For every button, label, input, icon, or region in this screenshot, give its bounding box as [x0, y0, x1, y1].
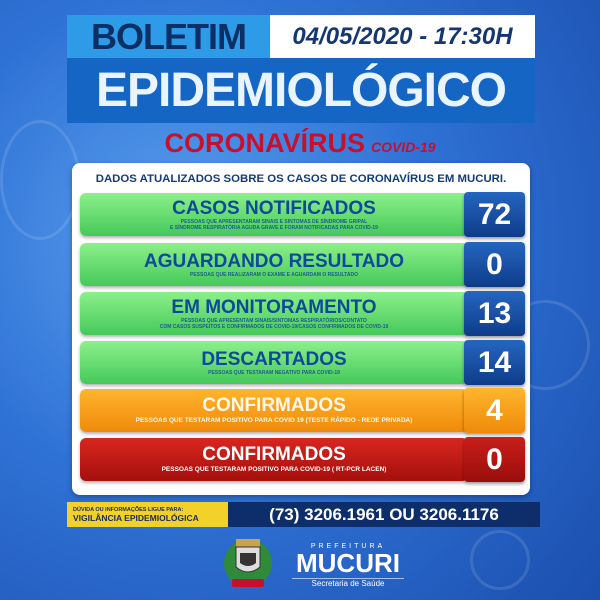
- stat-bar: CASOS NOTIFICADOS PESSOAS QUE APRESENTARA…: [80, 193, 468, 236]
- bulletin-date: 04/05/2020 - 17:30H: [270, 15, 535, 58]
- stat-desc: PESSOAS QUE REALIZARAM O EXAME E AGUARDA…: [190, 271, 358, 278]
- stat-title: DESCARTADOS: [201, 348, 347, 370]
- stat-row-confirmados-lacen: CONFIRMADOS PESSOAS QUE TESTARAM POSITIVO…: [80, 437, 525, 482]
- stat-row-aguardando: AGUARDANDO RESULTADO PESSOAS QUE REALIZAR…: [80, 242, 525, 287]
- stat-title: CONFIRMADOS: [202, 444, 346, 465]
- stat-desc: E SÍNDROME RESPIRATÓRIA AGUDA GRAVE E FO…: [170, 224, 378, 231]
- subtitle: CORONAVÍRUS COVID-19: [0, 128, 600, 159]
- stat-desc: COM CASOS SUSPEITOS E CONFIRMADOS DE COV…: [159, 323, 389, 330]
- stat-row-confirmados-rapido: CONFIRMADOS PESSOAS QUE TESTARAM POSITIVO…: [80, 388, 525, 433]
- stat-value: 14: [464, 340, 525, 385]
- stat-row-notificados: CASOS NOTIFICADOS PESSOAS QUE APRESENTARA…: [80, 192, 525, 237]
- stat-title: CONFIRMADOS: [202, 395, 346, 416]
- stat-bar: AGUARDANDO RESULTADO PESSOAS QUE REALIZAR…: [80, 243, 468, 286]
- prefeitura-label: PREFEITURA: [310, 543, 386, 550]
- boletim-title: BOLETIM: [67, 15, 270, 58]
- stat-desc: PESSOAS QUE TESTARAM NEGATIVO PARA COVID…: [208, 369, 340, 376]
- stat-value: 72: [464, 192, 525, 237]
- phone-numbers: (73) 3206.1961 OU 3206.1176: [228, 502, 540, 527]
- mucuri-coat-of-arms-logo: [224, 539, 272, 587]
- contact-department: VIGILÂNCIA EPIDEMIOLÓGICA: [73, 512, 199, 523]
- stat-value: 4: [464, 388, 525, 433]
- epidemiologico-title: EPIDEMIOLÓGICO: [67, 58, 535, 123]
- stat-bar: DESCARTADOS PESSOAS QUE TESTARAM NEGATIVO…: [80, 341, 468, 384]
- covid-label: COVID-19: [370, 139, 436, 155]
- panel-title: DADOS ATUALIZADOS SOBRE OS CASOS DE CORO…: [95, 173, 507, 185]
- secretaria-label: Secretaria de Saúde: [292, 578, 404, 588]
- stat-title: AGUARDANDO RESULTADO: [143, 250, 404, 272]
- stat-title: CASOS NOTIFICADOS: [172, 197, 376, 219]
- stat-desc: PESSOAS QUE TESTARAM POSITIVO PARA COVID…: [161, 466, 387, 473]
- stat-bar: CONFIRMADOS PESSOAS QUE TESTARAM POSITIVO…: [80, 389, 468, 432]
- stat-row-monitoramento: EM MONITORAMENTO PESSOAS QUE APRESENTAM S…: [80, 291, 525, 336]
- contact-prompt: DÚVIDA OU INFORMAÇÕES LIGUE PARA:: [73, 506, 184, 513]
- stat-row-descartados: DESCARTADOS PESSOAS QUE TESTARAM NEGATIVO…: [80, 340, 525, 385]
- stat-value: 0: [464, 437, 525, 482]
- virus-decoration: [470, 530, 530, 590]
- stat-title: EM MONITORAMENTO: [171, 296, 377, 318]
- contact-info-box: DÚVIDA OU INFORMAÇÕES LIGUE PARA: VIGILÂ…: [67, 502, 228, 527]
- city-name: MUCURI: [296, 548, 400, 578]
- stat-value: 0: [464, 242, 525, 287]
- stat-desc: PESSOAS QUE APRESENTARAM SINAIS E SINTOM…: [180, 218, 368, 225]
- coronavirus-label: CORONAVÍRUS: [164, 128, 365, 158]
- stat-desc: PESSOAS QUE TESTARAM POSITIVO PARA COVID…: [135, 417, 413, 424]
- data-panel: DADOS ATUALIZADOS SOBRE OS CASOS DE CORO…: [72, 163, 530, 495]
- stat-bar: EM MONITORAMENTO PESSOAS QUE APRESENTAM S…: [80, 292, 468, 335]
- stat-bar: CONFIRMADOS PESSOAS QUE TESTARAM POSITIVO…: [80, 438, 468, 481]
- stat-desc: PESSOAS QUE APRESENTAM SINAIS/SINTOMAS R…: [181, 317, 367, 324]
- prefeitura-brand: PREFEITURA MUCURI Secretaria de Saúde: [292, 543, 404, 588]
- stat-value: 13: [464, 291, 525, 336]
